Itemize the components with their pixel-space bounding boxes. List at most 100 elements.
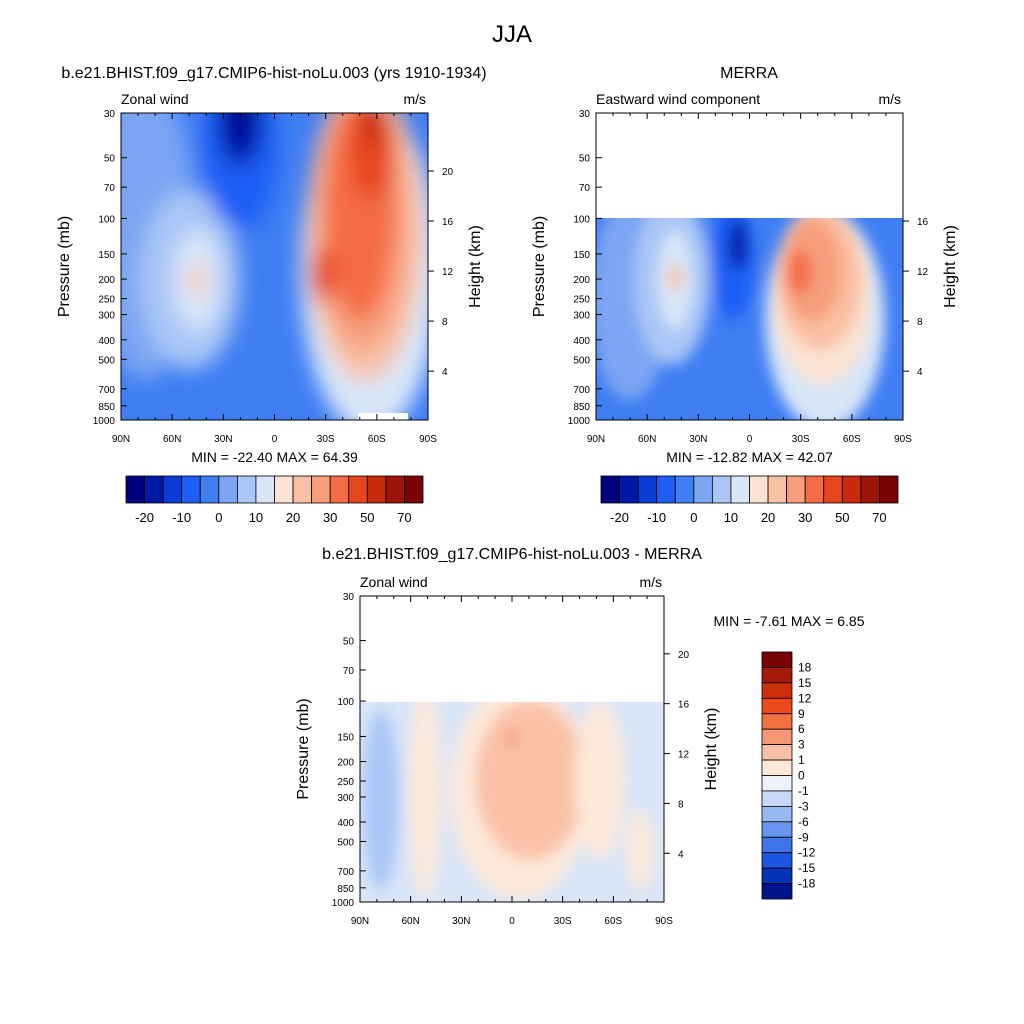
colorbar-label: -18	[798, 877, 816, 891]
x-tick-label: 60N	[401, 916, 419, 927]
y-tick-label: 200	[98, 275, 115, 286]
y-tick-label: 150	[573, 250, 590, 261]
colorbar-swatch	[674, 475, 695, 504]
colorbar-swatch	[761, 852, 793, 869]
y-tick-label: 300	[337, 793, 354, 804]
colorbar-swatch	[761, 728, 793, 746]
min-max-stats: MIN = -22.40 MAX = 64.39	[191, 449, 358, 465]
y-tick-label: 1000	[332, 898, 355, 909]
colorbar-swatch	[255, 475, 275, 504]
x-tick-label: 90N	[587, 434, 605, 445]
colorbar-swatch	[823, 475, 843, 504]
colorbar-swatch	[761, 759, 793, 776]
y-tick-label: 400	[98, 336, 115, 347]
y-tick-label: 500	[337, 838, 354, 849]
y-tick-label: 400	[573, 336, 590, 347]
colorbar-swatch	[637, 475, 658, 504]
colorbar-label: -1	[798, 784, 809, 798]
colorbar-swatch	[761, 713, 793, 730]
colorbar-swatch	[125, 475, 145, 504]
panel-a-field	[121, 113, 428, 420]
y-tick-label: 400	[337, 818, 354, 829]
colorbar-swatch	[218, 475, 238, 504]
y2-tick-label: 4	[442, 367, 448, 378]
x-tick-label: 60S	[604, 916, 622, 927]
y2-axis-title: Height (km)	[467, 225, 484, 308]
colorbar-swatch	[761, 805, 793, 823]
x-tick-label: 30N	[689, 434, 707, 445]
colorbar-label: -9	[798, 830, 809, 844]
colorbar-label: 70	[397, 510, 411, 525]
y2-tick-label: 20	[678, 650, 690, 661]
y-tick-label: 700	[98, 385, 115, 396]
y-axis-title: Pressure (mb)	[295, 698, 312, 799]
colorbar-label: 9	[798, 707, 805, 721]
colorbar-label: -12	[798, 846, 816, 860]
colorbar-swatch	[761, 790, 793, 807]
x-tick-label: 90N	[112, 434, 130, 445]
y-tick-label: 850	[337, 884, 354, 895]
y-tick-label: 700	[573, 385, 590, 396]
x-tick-label: 90N	[351, 916, 369, 927]
colorbar-swatch	[761, 744, 793, 761]
y-tick-label: 300	[573, 311, 590, 322]
min-max-stats: MIN = -7.61 MAX = 6.85	[714, 613, 865, 629]
colorbar-swatch	[693, 475, 713, 504]
colorbar-label: 1	[798, 753, 805, 767]
x-tick-label: 30N	[452, 916, 470, 927]
variable-label: Eastward wind component	[596, 91, 760, 107]
y-tick-label: 200	[337, 758, 354, 769]
colorbar-swatch	[761, 682, 793, 699]
colorbar-swatch	[761, 697, 793, 715]
y-tick-label: 250	[573, 295, 590, 306]
x-tick-label: 60S	[368, 434, 386, 445]
y2-tick-label: 12	[678, 750, 690, 761]
colorbar-swatch	[619, 475, 639, 504]
colorbar-label: 50	[835, 510, 849, 525]
y-tick-label: 500	[573, 355, 590, 366]
colorbar-label: 6	[798, 722, 805, 736]
colorbar-label: 20	[286, 510, 300, 525]
colorbar-swatch	[600, 475, 620, 504]
colorbar-swatch	[761, 836, 793, 854]
colorbar-label: 3	[798, 738, 805, 752]
colorbar-label: -6	[798, 815, 809, 829]
colorbar-label: -10	[647, 510, 666, 525]
y-tick-label: 30	[104, 109, 116, 120]
y-tick-label: 500	[98, 355, 115, 366]
y2-tick-label: 12	[442, 267, 454, 278]
y2-tick-label: 8	[917, 317, 923, 328]
colorbar-swatch	[749, 475, 769, 504]
y-tick-label: 850	[573, 402, 590, 413]
colorbar-swatch	[329, 475, 350, 504]
colorbar-swatch	[761, 651, 793, 668]
y-tick-label: 100	[98, 214, 115, 225]
chart-annotations: Zonal wind m/s305070100150200250300400500…	[56, 91, 959, 927]
x-tick-label: 90S	[894, 434, 912, 445]
colorbar-swatch	[311, 475, 331, 504]
x-tick-label: 0	[272, 434, 278, 445]
colorbar-swatch	[404, 475, 424, 504]
colorbar-swatch	[348, 475, 368, 504]
y-tick-label: 1000	[93, 416, 116, 427]
y-tick-label: 100	[337, 697, 354, 708]
y-tick-label: 70	[579, 183, 591, 194]
y-tick-label: 150	[98, 250, 115, 261]
y2-tick-label: 16	[917, 217, 929, 228]
units-label: m/s	[403, 91, 426, 107]
y2-tick-label: 8	[678, 799, 684, 810]
y2-axis-title: Height (km)	[942, 225, 959, 308]
y-tick-label: 700	[337, 867, 354, 878]
panel-b-title: MERRA	[720, 65, 778, 82]
colorbar-swatch	[860, 475, 880, 504]
colorbar-swatch	[761, 775, 793, 792]
y2-tick-label: 12	[917, 267, 929, 278]
colorbar-swatch	[711, 475, 732, 504]
y-tick-label: 300	[98, 311, 115, 322]
colorbar-label: 30	[798, 510, 812, 525]
colorbar-label: 0	[798, 769, 805, 783]
colorbar-label: 0	[215, 510, 222, 525]
x-tick-label: 30S	[317, 434, 335, 445]
y2-tick-label: 4	[678, 849, 684, 860]
y-tick-label: 30	[579, 109, 591, 120]
